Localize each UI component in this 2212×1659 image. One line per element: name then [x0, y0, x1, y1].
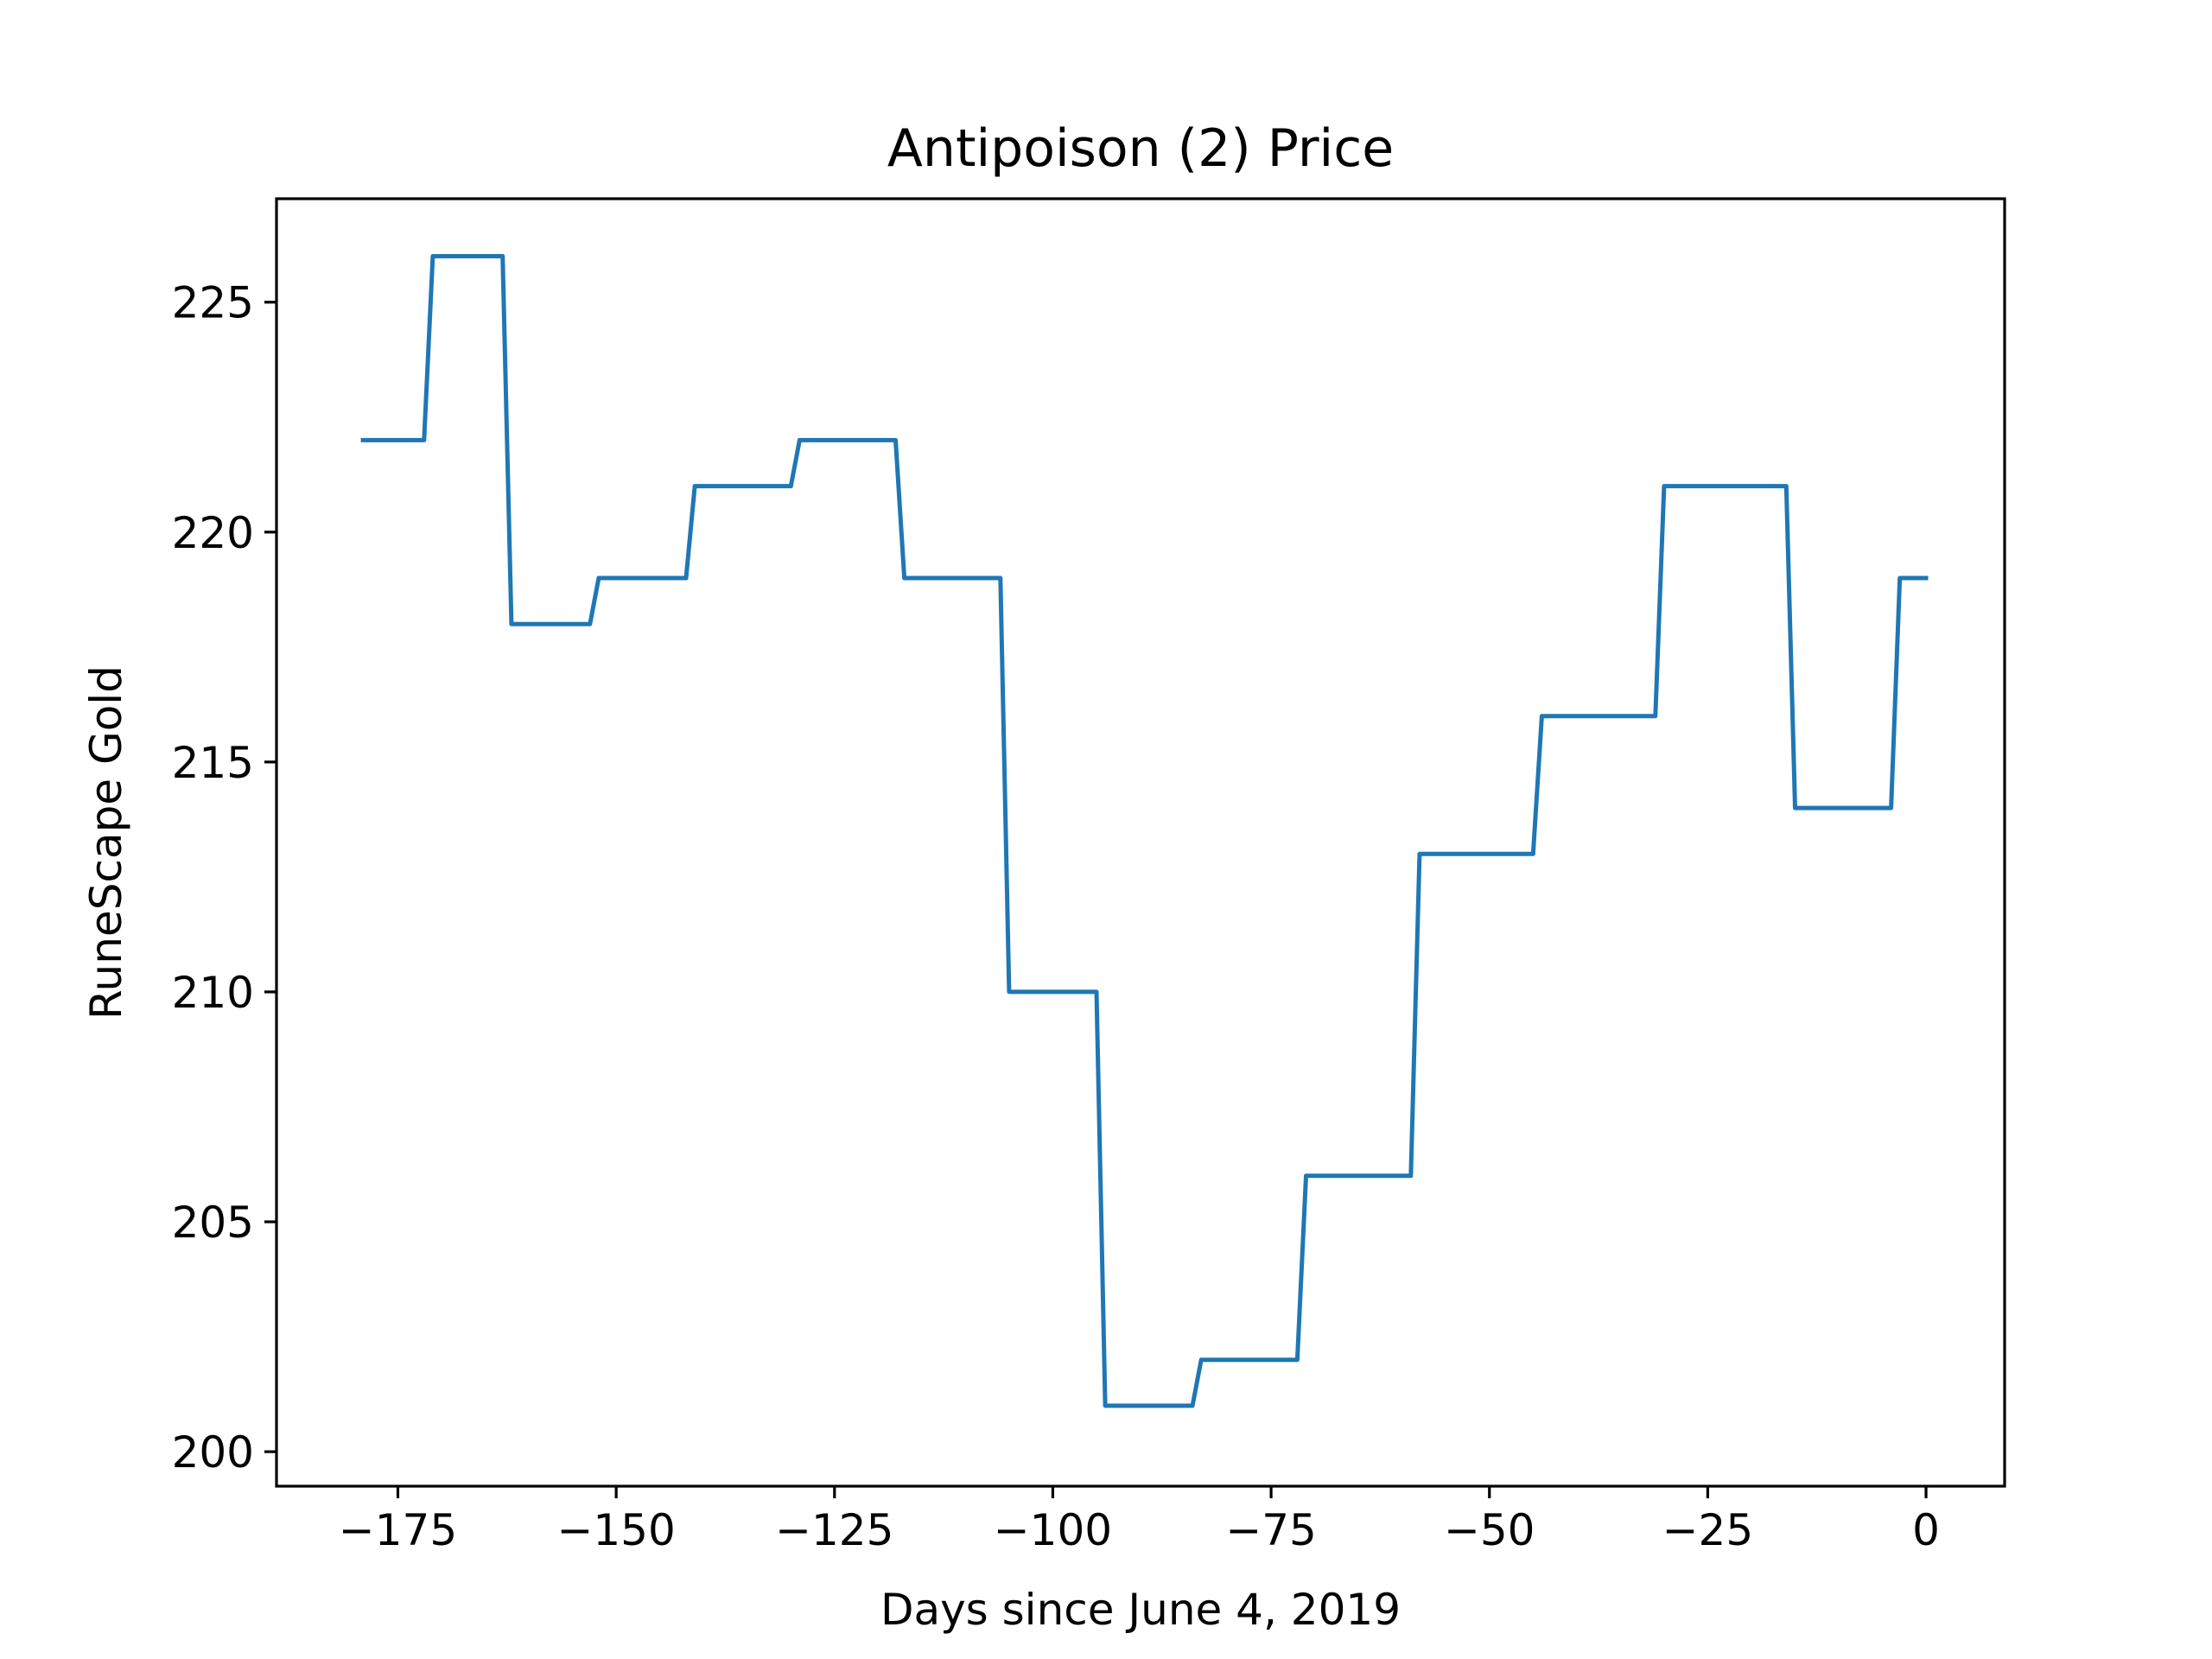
- chart-title: Antipoison (2) Price: [887, 118, 1394, 179]
- y-tick-label: 225: [172, 278, 254, 328]
- y-tick-label: 205: [172, 1198, 254, 1248]
- axes-frame: [275, 197, 2006, 1488]
- x-tick-label: −175: [339, 1505, 457, 1555]
- plot-area: [275, 197, 2006, 1488]
- x-tick-label: −50: [1444, 1505, 1535, 1555]
- x-tick-label: −125: [775, 1505, 893, 1555]
- x-tick-label: −150: [556, 1505, 675, 1555]
- x-tick-label: −25: [1662, 1505, 1754, 1555]
- y-axis: 200 205 210 215 220 225: [172, 278, 276, 1478]
- x-tick-label: −100: [994, 1505, 1112, 1555]
- series-layer: [360, 254, 1929, 1408]
- y-tick-label: 200: [172, 1427, 254, 1478]
- price-series-line: [360, 254, 1929, 1408]
- y-tick-label: 215: [172, 738, 254, 788]
- y-tick-label: 210: [172, 968, 254, 1018]
- x-axis: −175 −150 −125 −100 −75 −50 −25 0: [339, 1486, 1940, 1555]
- y-axis-label: RuneScape Gold: [81, 665, 131, 1020]
- x-tick-label: −75: [1225, 1505, 1317, 1555]
- x-tick-label: 0: [1912, 1505, 1940, 1555]
- y-tick-label: 220: [172, 508, 254, 558]
- x-axis-label: Days since June 4, 2019: [880, 1585, 1401, 1635]
